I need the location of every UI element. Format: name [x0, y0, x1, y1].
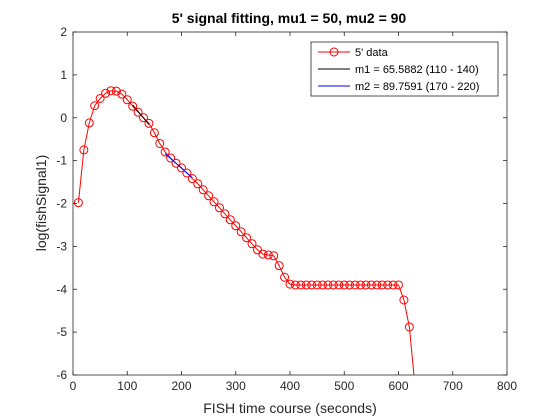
data-point [394, 280, 403, 290]
x-tick-label: 700 [443, 379, 463, 393]
data-point [198, 185, 208, 195]
legend-entry-data: 5' data [318, 47, 389, 59]
x-tick-label: 300 [226, 379, 246, 393]
data-point [214, 203, 224, 213]
data-point [111, 86, 121, 96]
data-point [345, 280, 355, 290]
data-point [404, 322, 414, 332]
data-point [366, 280, 376, 290]
data-point [269, 251, 279, 261]
data-point [285, 279, 295, 289]
data-point [361, 280, 371, 290]
data-point [160, 147, 170, 157]
data-point [204, 191, 214, 201]
data-point [193, 179, 203, 189]
data-point [377, 280, 387, 290]
legend-label-m1: m1 = 65.5882 (110 - 140) [355, 64, 479, 76]
legend: 5' data m1 = 65.5882 (110 - 140) m2 = 89… [310, 41, 499, 97]
data-point [258, 249, 268, 259]
legend-entry-m2: m2 = 89.7591 (170 - 220) [318, 81, 479, 93]
x-tick-label: 600 [388, 379, 408, 393]
data-point [171, 158, 181, 168]
y-tick-label: 2 [60, 25, 67, 39]
x-tick-label: 400 [280, 379, 300, 393]
data-point [128, 101, 138, 111]
data-point [307, 280, 317, 290]
data-point [101, 88, 111, 98]
data-point [301, 280, 311, 290]
data-point [372, 280, 382, 290]
data-point [90, 101, 100, 111]
data-point [122, 95, 132, 105]
data-point [356, 280, 366, 290]
x-tick-label: 200 [171, 379, 191, 393]
data-point [209, 197, 219, 207]
data-point [231, 221, 241, 231]
x-tick-label: 500 [334, 379, 354, 393]
chart-title: 5' signal fitting, mu1 = 50, mu2 = 90 [172, 10, 407, 26]
data-point [296, 280, 306, 290]
data-point [312, 280, 322, 290]
data-point [383, 280, 393, 290]
data-point [144, 118, 154, 128]
y-tick-label: -3 [56, 239, 67, 253]
data-point [106, 86, 116, 96]
y-tick-label: 0 [60, 111, 67, 125]
y-tick-label: -2 [56, 197, 67, 211]
data-point [242, 233, 252, 243]
data-point [177, 163, 186, 173]
data-point [323, 280, 333, 290]
data-point [252, 245, 262, 255]
legend-marker-data [329, 47, 339, 57]
data-point [117, 89, 127, 99]
y-tick-label: -1 [56, 154, 67, 168]
series-layer [73, 86, 419, 388]
data-point [166, 153, 176, 163]
data-point [334, 280, 344, 290]
data-point [388, 280, 398, 290]
series-m2-line [164, 153, 193, 179]
data-point [280, 272, 290, 282]
data-point [79, 145, 89, 155]
x-tick-label: 800 [497, 379, 517, 393]
x-tick-label: 100 [117, 379, 137, 393]
y-tick-label: -4 [56, 282, 67, 296]
data-point [411, 380, 419, 388]
data-point [350, 280, 360, 290]
data-point [399, 295, 409, 305]
data-point [274, 261, 284, 271]
x-tick-label: 0 [70, 379, 77, 393]
data-point [318, 280, 328, 290]
data-point [84, 118, 94, 128]
data-point [182, 168, 192, 178]
data-point [236, 227, 246, 237]
legend-label-data: 5' data [355, 47, 389, 59]
data-point [139, 113, 149, 123]
x-axis-label: FISH time course (seconds) [203, 400, 377, 416]
data-point [225, 215, 235, 225]
data-point [247, 239, 257, 249]
legend-entry-m1: m1 = 65.5882 (110 - 140) [318, 64, 479, 76]
data-point [149, 128, 159, 138]
y-tick-label: -6 [56, 368, 67, 382]
data-point [339, 280, 349, 290]
data-point [290, 280, 300, 290]
data-point [328, 280, 338, 290]
data-point [220, 209, 230, 219]
ticks-layer: 0 100 200 300 400 500 600 700 800 -6 -5 -4 -3 -2 -1 0 1 2 [56, 25, 517, 393]
data-point [95, 93, 105, 103]
y-tick-label: -5 [56, 325, 67, 339]
data-point [187, 174, 197, 184]
data-point [155, 138, 165, 148]
y-axis-label: log(fishSignal1) [33, 155, 49, 252]
data-point [263, 250, 273, 260]
data-point [133, 107, 143, 117]
legend-label-m2: m2 = 89.7591 (170 - 220) [355, 81, 479, 93]
series-m1-line [132, 104, 150, 125]
data-point [73, 198, 83, 208]
y-tick-label: 1 [60, 68, 67, 82]
